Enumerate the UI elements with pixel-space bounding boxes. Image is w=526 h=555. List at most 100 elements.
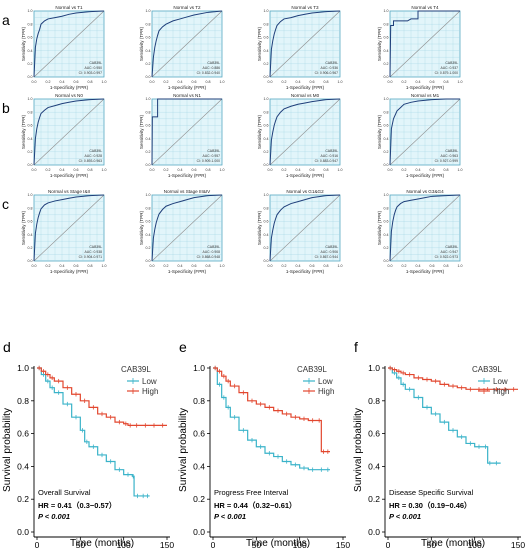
x-tick-label: 0.0 [150, 80, 155, 84]
roc-curve [151, 10, 223, 78]
y-tick-label: 0.8 [384, 22, 389, 26]
auc-label: AUC: 0.957 [202, 154, 220, 158]
y-tick-label: 1.0 [384, 97, 389, 101]
y-tick-label: 0.0 [28, 75, 33, 79]
x-tick-label: 0 [35, 540, 40, 550]
legend-title: CAB39L [325, 149, 338, 153]
x-tick-label: 0.2 [164, 264, 169, 268]
y-tick-label: 0.0 [384, 259, 389, 263]
chance-diagonal [33, 98, 105, 166]
y-tick-label: 0.6 [384, 124, 389, 128]
row-label-a: a [2, 12, 10, 28]
x-tick-label: 0.8 [324, 264, 329, 268]
roc-panel-9 [33, 194, 105, 262]
chance-diagonal [389, 10, 461, 78]
chance-diagonal [269, 10, 341, 78]
auc-label: AUC: 0.886 [202, 66, 220, 70]
y-tick-label: 1.0 [146, 193, 151, 197]
x-tick-label: 100 [117, 540, 131, 550]
y-axis-label: Sensitivity (TPR) [139, 210, 144, 245]
x-axis-label: 1-Specificity (FPR) [286, 269, 325, 274]
panel-letter: e [179, 339, 187, 355]
x-tick-label: 0.0 [32, 168, 37, 172]
panel-title: Normal vs M0 [291, 93, 320, 98]
ci-label: CI: 0.893-0.963 [79, 159, 102, 163]
y-tick-label: 1.0 [146, 9, 151, 13]
auc-label: AUC: 0.938 [84, 250, 102, 254]
chance-diagonal [151, 194, 223, 262]
legend-title: CAB39L [121, 365, 151, 374]
x-tick-label: 0.4 [296, 80, 301, 84]
y-axis-label: Sensitivity (TPR) [257, 114, 262, 149]
auc-label: AUC: 0.937 [440, 66, 458, 70]
ci-label: CI: 0.927-0.999 [435, 159, 458, 163]
x-tick-label: 0.6 [310, 168, 315, 172]
y-tick-label: 0.4 [264, 49, 269, 53]
y-axis-label: Sensitivity (TPR) [21, 26, 26, 61]
y-tick-label: 0.2 [264, 246, 269, 250]
panel-title: Normal vs G3&G4 [406, 189, 444, 194]
y-tick-label: 1.0 [17, 363, 29, 373]
roc-curve [389, 194, 461, 262]
chance-diagonal [33, 194, 105, 262]
y-tick-label: 0.2 [384, 62, 389, 66]
x-tick-label: 0.2 [164, 168, 169, 172]
legend-title: CAB39L [207, 245, 220, 249]
panel-title: Normal vs T3 [291, 5, 319, 10]
x-tick-label: 0.6 [310, 80, 315, 84]
roc-curve [269, 194, 341, 262]
panel-title: Normal vs N1 [173, 93, 201, 98]
y-tick-label: 1.0 [193, 363, 205, 373]
chance-diagonal [389, 98, 461, 166]
x-axis-label: 1-Specificity (FPR) [286, 85, 325, 90]
auc-label: AUC: 0.950 [84, 66, 102, 70]
roc-panel-10 [151, 194, 223, 262]
x-tick-label: 0.6 [74, 264, 79, 268]
panel-title: Normal vs T4 [411, 5, 439, 10]
y-axis-label: Sensitivity (TPR) [257, 26, 262, 61]
y-tick-label: 0.8 [146, 22, 151, 26]
chance-diagonal [269, 98, 341, 166]
km-curve-high [37, 367, 167, 426]
y-tick-label: 0.2 [17, 494, 29, 504]
roc-panel-5 [33, 98, 105, 166]
hazard-ratio-label: HR = 0.30（0.19−0.46） [389, 500, 472, 510]
legend-title: CAB39L [445, 245, 458, 249]
legend-title: CAB39L [472, 365, 502, 374]
y-tick-label: 0.8 [28, 22, 33, 26]
y-tick-label: 1.0 [368, 363, 380, 373]
roc-curve [33, 98, 105, 166]
x-tick-label: 1.0 [220, 264, 225, 268]
y-tick-label: 0.6 [28, 220, 33, 224]
x-tick-label: 150 [160, 540, 174, 550]
y-tick-label: 1.0 [384, 193, 389, 197]
y-tick-label: 0.4 [146, 49, 151, 53]
km-curve-high [388, 367, 518, 390]
ci-label: CI: 0.922-0.973 [435, 255, 458, 259]
y-tick-label: 0.4 [28, 137, 33, 141]
legend-title: CAB39L [325, 61, 338, 65]
x-tick-label: 1.0 [458, 264, 463, 268]
x-tick-label: 0.4 [416, 168, 421, 172]
y-tick-label: 1.0 [264, 193, 269, 197]
x-tick-label: 0.4 [178, 168, 183, 172]
y-axis-label: Sensitivity (TPR) [257, 210, 262, 245]
panel-title: Normal vs G1&G2 [286, 189, 324, 194]
panel-title: Normal vs T2 [173, 5, 201, 10]
y-axis-label: Sensitivity (TPR) [377, 210, 382, 245]
x-tick-label: 0.6 [430, 264, 435, 268]
x-tick-label: 0.0 [268, 80, 273, 84]
x-axis-label: 1-Specificity (FPR) [168, 269, 207, 274]
y-tick-label: 0.0 [146, 75, 151, 79]
panel-letter: f [354, 339, 358, 355]
ci-label: CI: 0.868-0.948 [197, 255, 220, 259]
x-tick-label: 0.2 [46, 264, 51, 268]
roc-curve [151, 98, 222, 166]
y-tick-label: 0.8 [264, 206, 269, 210]
hazard-ratio-label: HR = 0.41（0.3−0.57） [38, 500, 116, 510]
km-curve-high [213, 367, 330, 453]
x-tick-label: 0.0 [32, 80, 37, 84]
p-value-label: P < 0.001 [214, 512, 246, 521]
roc-panel-6 [151, 98, 223, 166]
